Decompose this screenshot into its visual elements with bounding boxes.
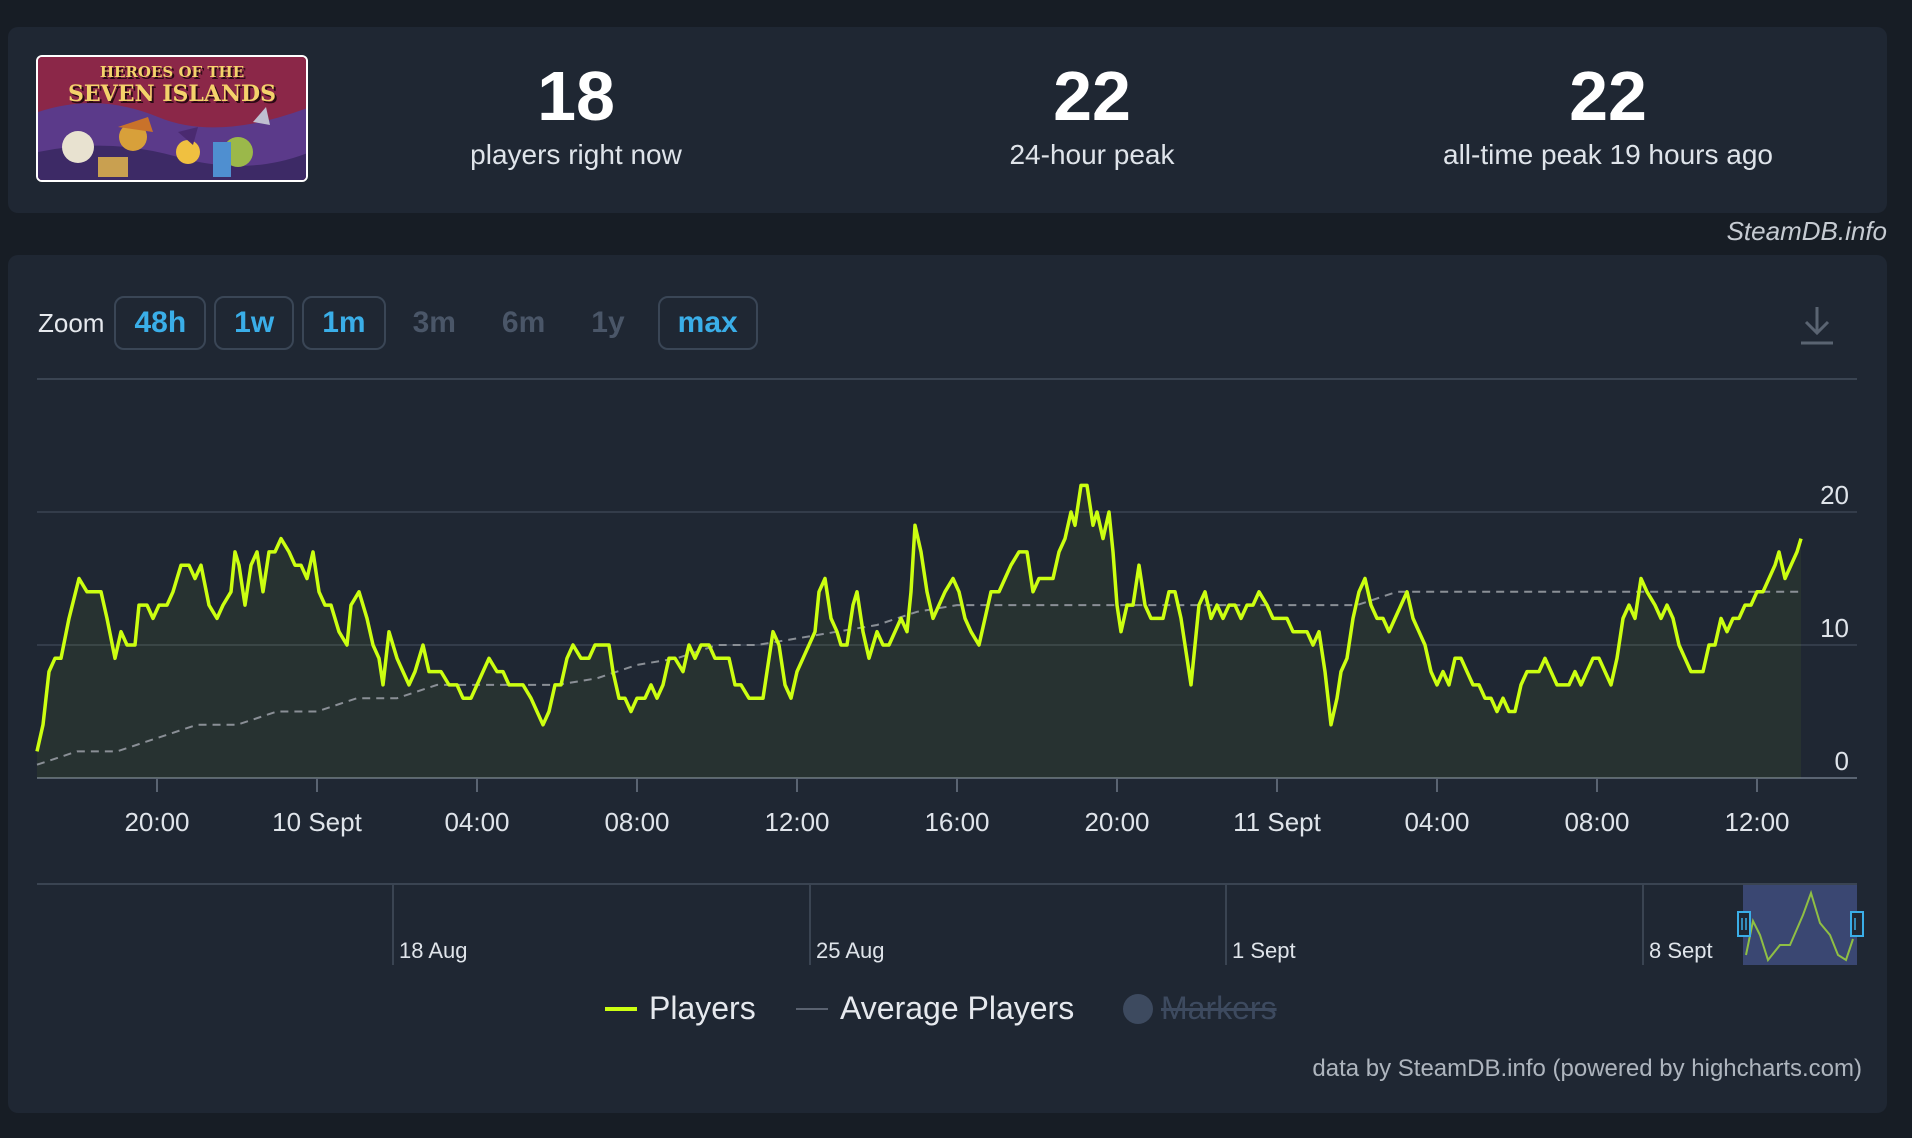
zoom-controls: Zoom 48h 1w 1m 3m 6m 1y max (38, 295, 766, 351)
navigator-left-handle[interactable] (1737, 911, 1751, 937)
navigator-label: 25 Aug (816, 938, 885, 963)
x-tick-label: 16:00 (924, 807, 989, 837)
chart-legend: Players Average Players Markers (8, 990, 1887, 1030)
y-tick-label: 10 (1820, 613, 1849, 643)
zoom-48h-button[interactable]: 48h (114, 296, 207, 350)
markers-swatch (1123, 993, 1153, 1024)
zoom-1w-button[interactable]: 1w (214, 296, 295, 350)
legend-players[interactable]: Players (605, 990, 756, 1027)
navigator-label: 18 Aug (399, 938, 468, 963)
x-tick-label: 04:00 (444, 807, 509, 837)
stat-24h-peak: 22 24-hour peak (862, 57, 1322, 173)
zoom-6m-button[interactable]: 6m (501, 306, 546, 339)
navigator-label: 1 Sept (1232, 938, 1296, 963)
navigator[interactable]: 18 Aug 25 Aug 1 Sept 8 Sept (37, 883, 1864, 965)
stat-label: players right now (470, 139, 682, 170)
x-axis: 20:00 10 Sept 04:00 08:00 12:00 16:00 20:00 11 … (124, 778, 1790, 837)
stats-panel: HEROES OF THE SEVEN ISLANDS 18 players r… (8, 27, 1887, 213)
cover-art (38, 57, 306, 180)
x-tick-label: 11 Sept (1233, 807, 1321, 837)
x-tick-label: 04:00 (1404, 807, 1469, 837)
stat-label: all-time peak 19 hours ago (1443, 139, 1773, 170)
stat-players-now: 18 players right now (346, 57, 806, 173)
x-tick-label: 12:00 (764, 807, 829, 837)
x-tick-label: 08:00 (604, 807, 669, 837)
x-tick-label: 20:00 (124, 807, 189, 837)
chart-panel: Zoom 48h 1w 1m 3m 6m 1y max 0 10 20 20:00 1… (8, 255, 1887, 1113)
chart-credit[interactable]: data by SteamDB.info (powered by highcha… (1312, 1055, 1862, 1082)
players-line (35, 483, 1803, 752)
y-axis-labels: 0 10 20 (1820, 480, 1849, 776)
x-tick-label: 20:00 (1084, 807, 1149, 837)
stat-label: 24-hour peak (1009, 139, 1175, 170)
y-tick-label: 20 (1820, 480, 1849, 510)
x-tick-label: 08:00 (1564, 807, 1629, 837)
download-icon[interactable] (1797, 303, 1837, 347)
stat-all-time-peak: 22 all-time peak 19 hours ago (1378, 57, 1838, 173)
legend-markers-label: Markers (1161, 990, 1277, 1026)
x-tick-label: 10 Sept (272, 807, 362, 837)
source-link[interactable]: SteamDB.info (1726, 216, 1887, 246)
players-swatch (605, 1006, 637, 1011)
legend-markers[interactable]: Markers (1123, 990, 1277, 1027)
stat-value: 22 (1569, 57, 1647, 135)
zoom-3m-button[interactable]: 3m (412, 306, 456, 339)
navigator-selection[interactable] (1743, 885, 1857, 965)
stat-value: 18 (537, 57, 615, 135)
legend-players-label: Players (649, 990, 756, 1026)
x-tick-label: 12:00 (1724, 807, 1789, 837)
game-cover-image[interactable]: HEROES OF THE SEVEN ISLANDS (36, 55, 308, 182)
y-tick-label: 0 (1835, 746, 1849, 776)
navigator-label: 8 Sept (1649, 938, 1713, 963)
stat-value: 22 (1053, 57, 1131, 135)
legend-average-players[interactable]: Average Players (796, 990, 1074, 1027)
cover-title-line2: SEVEN ISLANDS (67, 81, 277, 107)
navigator-series (1745, 889, 1854, 963)
zoom-label: Zoom (38, 307, 105, 338)
legend-average-label: Average Players (840, 990, 1075, 1026)
players-area (37, 485, 1801, 778)
zoom-max-button[interactable]: max (657, 296, 758, 350)
zoom-1y-button[interactable]: 1y (591, 306, 625, 339)
average-swatch (796, 1007, 828, 1010)
navigator-right-handle[interactable] (1850, 911, 1864, 937)
average-players-line (36, 590, 1801, 766)
zoom-1m-button[interactable]: 1m (302, 296, 386, 350)
grid-lines (37, 511, 1857, 779)
cover-title-line1: HEROES OF THE (99, 63, 245, 81)
